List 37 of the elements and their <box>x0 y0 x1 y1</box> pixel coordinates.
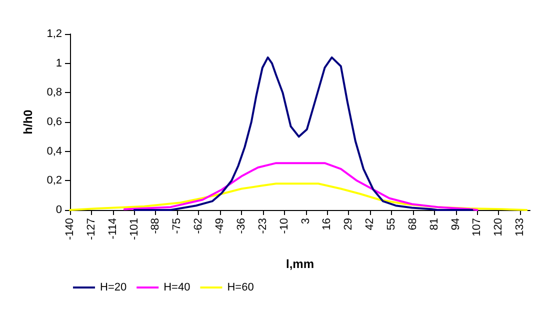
y-tick-label: 0,2 <box>46 174 62 187</box>
x-tick-label: 29 <box>342 218 355 230</box>
legend-label: H=40 <box>164 282 190 294</box>
line-series <box>69 182 528 211</box>
y-axis-title: h/h0 <box>21 109 35 134</box>
x-tick-label: -101 <box>128 218 140 240</box>
line-series <box>133 56 474 211</box>
x-axis-title: l,mm <box>286 257 314 271</box>
y-tick-label: 1,2 <box>46 28 62 40</box>
x-tick-label: 16 <box>321 218 334 230</box>
x-tick-label: 3 <box>300 218 312 224</box>
x-tick-label: -88 <box>150 218 162 234</box>
y-tick-label: 1 <box>56 57 62 70</box>
x-tick-label: 94 <box>450 218 462 230</box>
x-tick-label: -10 <box>278 218 290 234</box>
x-tick-label: -62 <box>192 218 205 234</box>
x-tick-label: -36 <box>235 218 248 234</box>
y-tick-label: 0 <box>56 204 62 216</box>
y-tick-label: 0,6 <box>46 116 62 128</box>
y-tick-label: 0,8 <box>46 86 62 99</box>
x-tick-label: -114 <box>106 218 119 240</box>
x-tick-label: 81 <box>428 218 440 230</box>
x-tick-label: -23 <box>256 218 269 234</box>
x-tick-label: -75 <box>171 218 184 234</box>
legend-label: H=60 <box>227 282 254 294</box>
x-tick-label: 133 <box>514 218 526 236</box>
x-tick-label: 120 <box>492 218 505 236</box>
line-series <box>123 162 478 211</box>
x-tick-label: -49 <box>214 218 226 234</box>
x-tick-label: 107 <box>471 218 484 236</box>
x-tick-label: 55 <box>386 218 398 230</box>
legend-label: H=20 <box>100 282 127 294</box>
y-tick-label: 0,4 <box>46 145 62 158</box>
x-tick-label: -140 <box>64 218 76 240</box>
x-tick-label: -127 <box>85 218 98 240</box>
x-tick-label: 68 <box>406 218 419 230</box>
x-tick-label: 42 <box>364 218 376 230</box>
